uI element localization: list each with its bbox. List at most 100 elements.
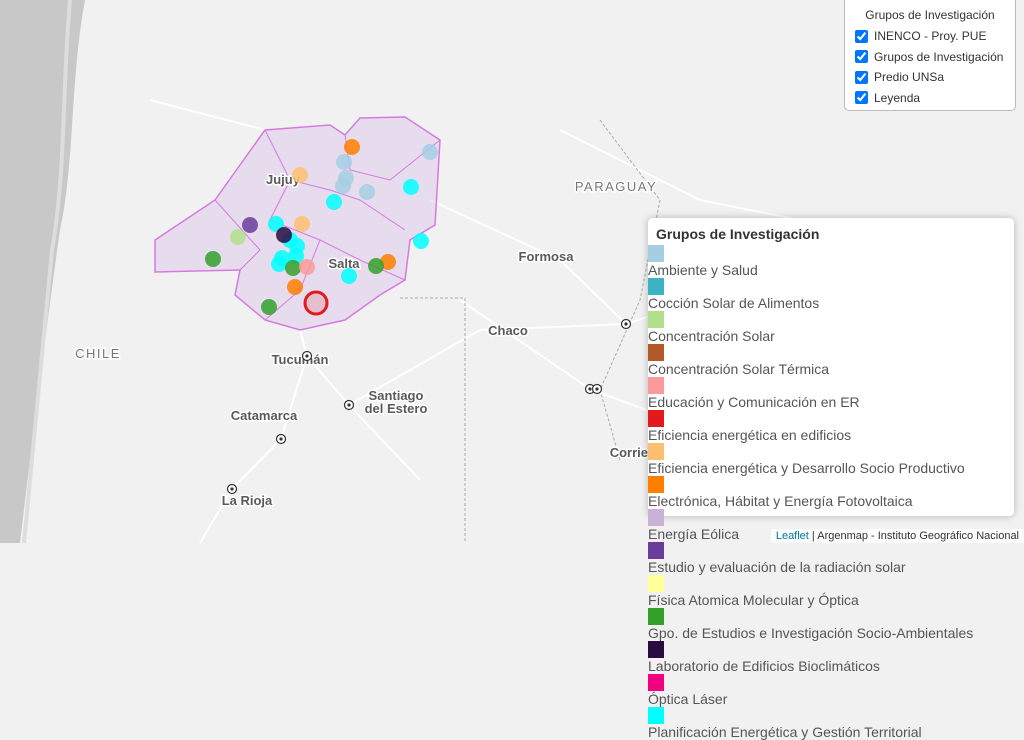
legend-item: Cocción Solar de Alimentos <box>648 278 1014 311</box>
layer-item: Predio UNSa <box>845 67 1015 88</box>
attribution: Leaflet | Argenmap - Instituto Geográfic… <box>770 529 1024 543</box>
group-marker[interactable] <box>287 279 303 295</box>
legend-swatch <box>648 509 664 526</box>
group-marker[interactable] <box>344 139 360 155</box>
group-marker[interactable] <box>271 256 287 272</box>
layer-label: Grupos de Investigación <box>874 49 1004 64</box>
place-label: La Rioja <box>222 493 273 508</box>
group-marker[interactable] <box>242 217 258 233</box>
attribution-text: | Argenmap - Instituto Geográfico Nacion… <box>811 530 1019 542</box>
group-marker[interactable] <box>230 229 246 245</box>
legend-label: Concentración Solar <box>648 328 775 344</box>
departments <box>214 129 441 321</box>
place-label: Salta <box>328 256 360 271</box>
city-dot <box>595 387 599 391</box>
place-label: Formosa <box>519 249 575 264</box>
group-marker[interactable] <box>294 216 310 232</box>
group-marker[interactable] <box>326 194 342 210</box>
place-label: CHILE <box>75 346 121 361</box>
legend-title: Grupos de Investigación <box>656 226 820 242</box>
group-marker[interactable] <box>368 258 384 274</box>
legend-label: Planificación Energética y Gestión Terri… <box>648 724 922 740</box>
layer-label: Leyenda <box>874 90 921 105</box>
legend-item: Planificación Energética y Gestión Terri… <box>648 707 1014 740</box>
legend-swatch <box>648 707 664 724</box>
legend-item: Electrónica, Hábitat y Energía Fotovolta… <box>648 476 1014 509</box>
legend-label: Energía Eólica <box>648 526 740 542</box>
legend-item: Energía Eólica <box>648 509 1014 542</box>
legend-item: Eficiencia energética en edificios <box>648 410 1014 443</box>
legend-label: Electrónica, Hábitat y Energía Fotovolta… <box>648 493 913 509</box>
group-marker[interactable] <box>268 216 284 232</box>
layer-label: INENCO - Proy. PUE <box>874 29 987 44</box>
legend-swatch <box>648 542 664 559</box>
layer-control: Grupos de Investigación INENCO - Proy. P… <box>844 0 1016 111</box>
legend-swatch <box>648 641 664 658</box>
group-marker[interactable] <box>285 260 301 276</box>
legend-swatch <box>648 608 664 625</box>
group-marker[interactable] <box>299 259 315 275</box>
group-marker[interactable] <box>288 248 304 264</box>
terrain <box>0 0 85 543</box>
legend-item: Eficiencia energética y Desarrollo Socio… <box>648 443 1014 476</box>
group-marker[interactable] <box>205 251 221 267</box>
group-marker[interactable] <box>341 268 357 284</box>
legend-item: Concentración Solar Térmica <box>648 344 1014 377</box>
legend-swatch <box>648 443 664 460</box>
legend-item: Concentración Solar <box>648 311 1014 344</box>
city-dot <box>624 322 628 326</box>
city-dot <box>279 437 283 441</box>
legend-swatch <box>648 674 664 691</box>
place-label: Chaco <box>488 323 528 338</box>
city-dot <box>230 487 234 491</box>
legend-item: Ambiente y Salud <box>648 245 1014 278</box>
legend-label: Óptica Láser <box>648 691 728 707</box>
attribution-link[interactable]: Leaflet <box>775 530 809 542</box>
legend-swatch <box>648 311 664 328</box>
city-dot <box>305 354 309 358</box>
legend-swatch <box>648 377 664 394</box>
legend-item: Laboratorio de Edificios Bioclimáticos <box>648 641 1014 674</box>
group-marker[interactable] <box>261 299 277 315</box>
place-label: Catamarca <box>231 408 298 423</box>
legend-swatch <box>648 245 664 262</box>
legend: Grupos de Investigación Ambiente y Salud… <box>648 218 1014 740</box>
legend-label: Cocción Solar de Alimentos <box>648 295 820 311</box>
legend-item: Gpo. de Estudios e Investigación Socio-A… <box>648 608 1014 641</box>
layer-checkbox[interactable] <box>855 50 868 64</box>
layer-checkbox[interactable] <box>855 29 868 43</box>
group-marker[interactable] <box>292 167 308 183</box>
place-label: PARAGUAY <box>575 179 657 194</box>
group-marker[interactable] <box>422 144 438 160</box>
legend-item: Óptica Láser <box>648 674 1014 707</box>
place-label: Corrie <box>610 445 648 460</box>
place-label: Santiago <box>369 388 424 403</box>
legend-label: Gpo. de Estudios e Investigación Socio-A… <box>648 625 974 641</box>
layer-item: Leyenda <box>845 88 1015 109</box>
border <box>22 0 72 543</box>
city-dot <box>588 387 592 391</box>
group-marker[interactable] <box>413 233 429 249</box>
group-marker[interactable] <box>336 154 352 170</box>
legend-swatch <box>648 410 664 427</box>
legend-label: Laboratorio de Edificios Bioclimáticos <box>648 658 880 674</box>
layer-item: Grupos de Investigación <box>845 47 1015 68</box>
legend-label: Concentración Solar Térmica <box>648 361 830 377</box>
layer-checkbox[interactable] <box>855 70 868 84</box>
legend-swatch <box>648 575 664 592</box>
group-marker[interactable] <box>276 227 292 243</box>
selected-marker[interactable] <box>303 290 329 316</box>
layer-item: INENCO - Proy. PUE <box>845 26 1015 47</box>
layer-checkbox[interactable] <box>855 91 868 105</box>
legend-label: Ambiente y Salud <box>648 262 758 278</box>
legend-swatch <box>648 278 664 295</box>
city-dot <box>347 403 351 407</box>
group-marker[interactable] <box>359 184 375 200</box>
layer-label: Predio UNSa <box>874 70 945 85</box>
cities <box>226 318 632 495</box>
group-marker[interactable] <box>335 178 351 194</box>
group-marker[interactable] <box>403 179 419 195</box>
legend-label: Educación y Comunicación en ER <box>648 394 860 410</box>
layer-control-title: Grupos de Investigación <box>865 8 995 22</box>
